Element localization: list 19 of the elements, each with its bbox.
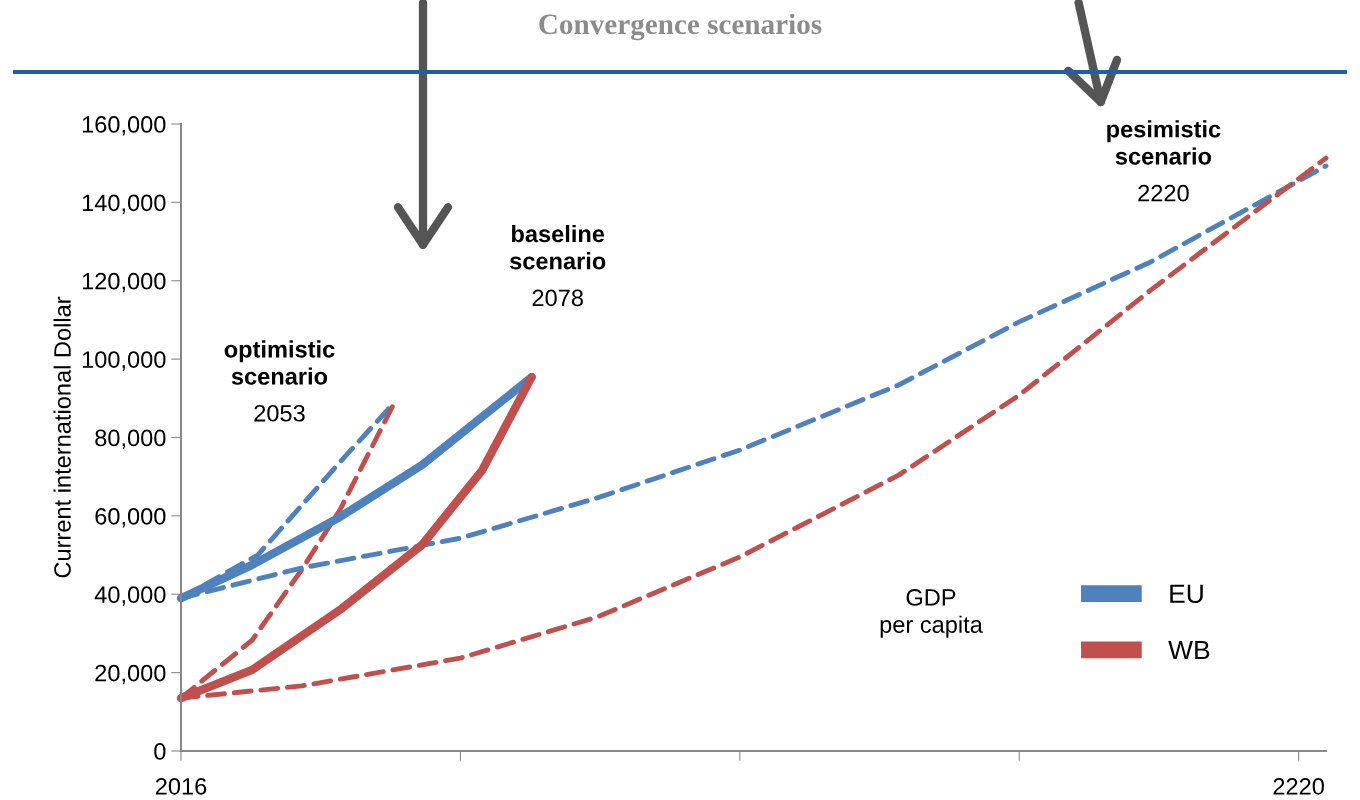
x-tick-label: 2220 bbox=[1273, 778, 1324, 795]
y-tick-label: 160,000 bbox=[82, 116, 166, 136]
y-tick-label: 20,000 bbox=[95, 664, 166, 685]
y-tick-label: 140,000 bbox=[82, 194, 166, 214]
annotation: optimistic scenario 2053 bbox=[224, 340, 335, 422]
y-tick-label: 120,000 bbox=[82, 272, 166, 293]
annotation: baseline scenario 2078 bbox=[509, 224, 606, 307]
annotation: pesimistic scenario 2220 bbox=[1107, 120, 1221, 202]
y-tick-label: 40,000 bbox=[94, 586, 166, 606]
x-tick-label: 2016 bbox=[155, 778, 207, 795]
y-tick-label: 100,000 bbox=[82, 351, 166, 371]
y-axis-title: Current international Dollar bbox=[53, 296, 71, 578]
y-tick-label: 60,000 bbox=[95, 507, 166, 528]
y-tick-label: 0 bbox=[154, 743, 166, 760]
legend-label: WB bbox=[1168, 640, 1210, 660]
legend-label: EU bbox=[1170, 584, 1203, 604]
chart-title: Convergence scenarios bbox=[539, 13, 822, 41]
legend-title: GDP per capita bbox=[880, 589, 983, 638]
y-tick-label: 80,000 bbox=[95, 429, 166, 450]
